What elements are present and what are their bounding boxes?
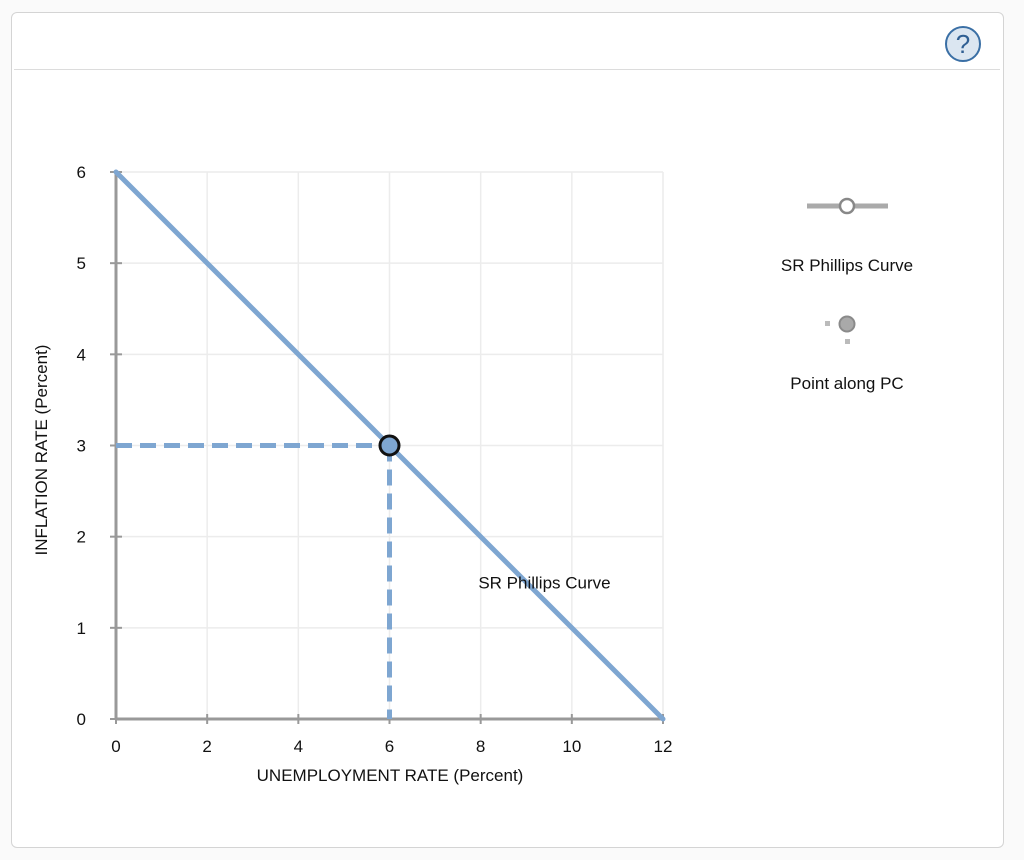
y-tick-label: 0: [77, 710, 86, 729]
y-tick-label: 3: [77, 437, 86, 456]
y-tick-label: 6: [77, 163, 86, 182]
y-axis-label: INFLATION RATE (Percent): [32, 345, 51, 556]
hollow-circle-icon: [838, 197, 856, 215]
series[interactable]: SR Phillips Curve: [113, 169, 666, 722]
y-tick-label: 1: [77, 619, 86, 638]
dash-marker-icon: [825, 321, 830, 326]
x-tick-label: 4: [294, 737, 303, 756]
y-tick-label: 5: [77, 254, 86, 273]
legend-item-sr-phillips-curve[interactable]: [807, 197, 888, 215]
x-tick-label: 12: [654, 737, 673, 756]
graph-panel: [11, 12, 1004, 848]
legend-label-sr-phillips-curve: SR Phillips Curve: [780, 256, 914, 275]
curve-label: SR Phillips Curve: [478, 573, 610, 592]
x-tick-label: 0: [111, 737, 120, 756]
help-button[interactable]: ?: [945, 26, 981, 62]
x-tick-label: 8: [476, 737, 485, 756]
x-tick-label: 2: [202, 737, 211, 756]
help-icon: ?: [955, 29, 971, 59]
legend-label-point-along-pc: Point along PC: [790, 374, 904, 393]
x-tick-label: 6: [385, 737, 394, 756]
point-marker-icon: [838, 315, 856, 333]
header-divider: [14, 69, 1000, 70]
x-axis-label: UNEMPLOYMENT RATE (Percent): [257, 766, 524, 785]
dash-marker-icon: [845, 339, 850, 344]
y-tick-label: 4: [77, 345, 86, 364]
y-tick-label: 2: [77, 528, 86, 547]
legend-item-point-along-pc[interactable]: [825, 315, 856, 345]
point-along-pc-marker[interactable]: [378, 434, 401, 457]
x-tick-label: 10: [562, 737, 581, 756]
